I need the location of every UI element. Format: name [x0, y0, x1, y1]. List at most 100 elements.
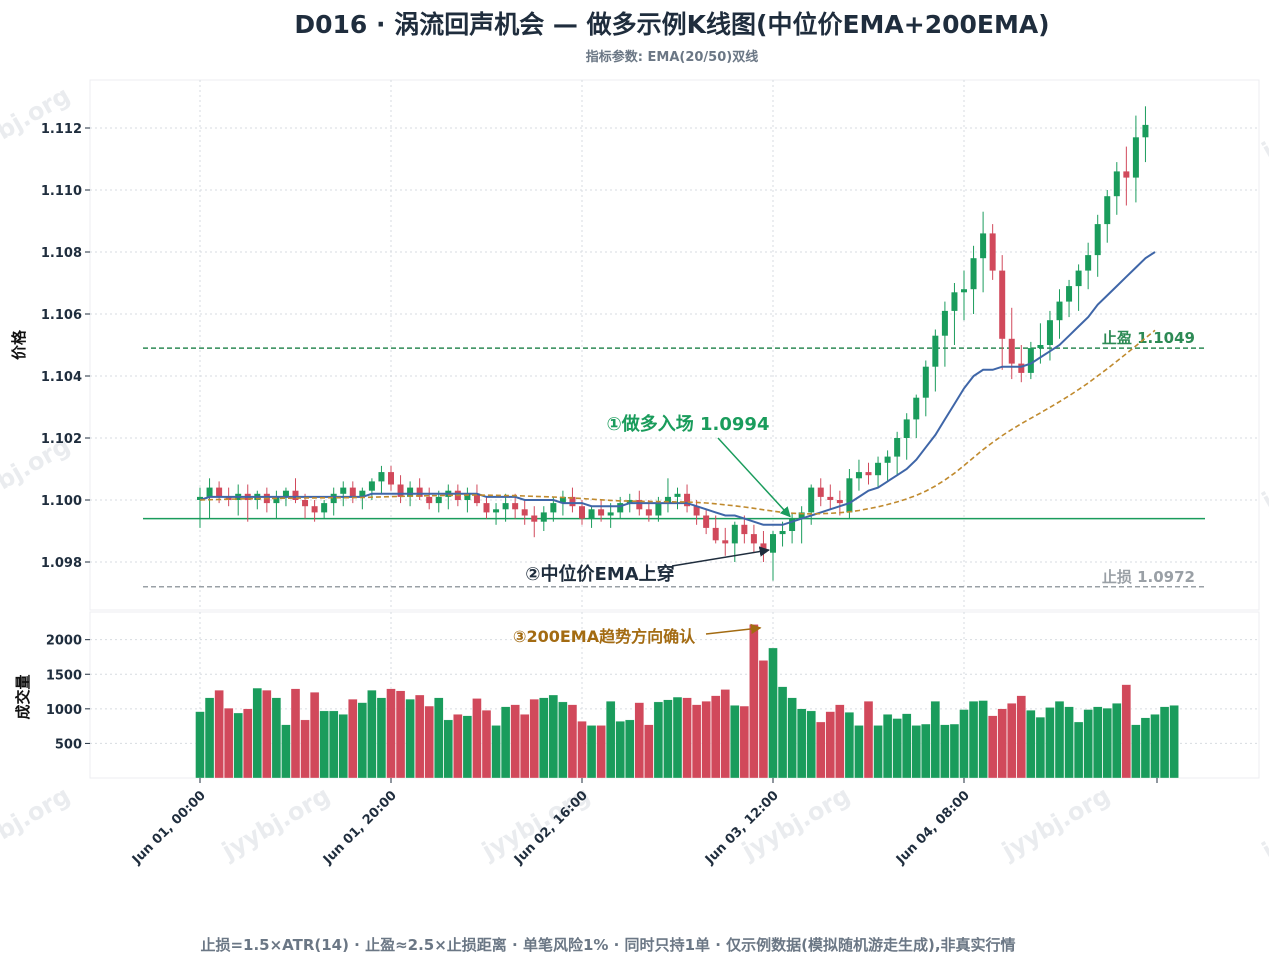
volume-bar — [224, 707, 234, 779]
candle-body — [684, 493, 691, 507]
candle-body — [1113, 171, 1120, 197]
volume-bar — [959, 709, 969, 779]
volume-bar — [300, 719, 310, 779]
volume-bar — [472, 698, 482, 779]
volume-bar — [711, 695, 721, 779]
candle-body — [435, 496, 442, 504]
volume-bar — [395, 690, 406, 779]
volume-bar — [930, 701, 940, 779]
volume-bar — [1054, 701, 1065, 779]
candle-body — [559, 496, 566, 504]
volume-bar — [481, 710, 492, 779]
volume-bar — [453, 714, 463, 779]
watermark-text: jyybj.org — [1256, 781, 1269, 866]
annotation-cross: ②中位价EMA上穿 — [525, 563, 674, 585]
volume-bar — [1169, 705, 1179, 779]
volume-bar — [548, 694, 558, 779]
candle-body — [922, 366, 929, 398]
volume-bar — [863, 701, 874, 779]
volume-bar — [558, 701, 568, 779]
volume-bar — [653, 701, 664, 779]
price-tick-label: 1.110 — [41, 184, 82, 199]
volume-bar — [252, 687, 262, 779]
volume-bar — [1016, 695, 1026, 779]
volume-bar — [319, 710, 329, 779]
volume-bar — [539, 697, 549, 779]
volume-bar — [386, 688, 396, 779]
candle-body — [750, 534, 757, 544]
volume-bar — [1035, 716, 1046, 779]
candle-body — [1075, 270, 1082, 287]
volume-bar — [529, 699, 539, 779]
candle-body — [645, 509, 652, 516]
candle-body — [388, 472, 394, 485]
candle-body — [617, 503, 624, 513]
volume-bar — [625, 719, 635, 779]
volume-tick-label: 2000 — [46, 634, 82, 649]
volume-bar — [424, 705, 434, 779]
volume-bar — [348, 699, 358, 779]
candle-body — [302, 500, 309, 507]
level-label-stop_loss: 止损 1.0972 — [1102, 568, 1195, 586]
candle-body — [321, 503, 328, 513]
volume-bar — [281, 724, 291, 779]
volume-bar — [1026, 710, 1036, 779]
volume-bar — [777, 686, 788, 779]
candle-body — [330, 493, 337, 504]
volume-bar — [415, 694, 425, 779]
volume-bar — [1121, 684, 1131, 779]
volume-bar — [233, 712, 243, 779]
volume-bar — [739, 705, 749, 779]
candle-body — [951, 292, 958, 311]
candle-body — [731, 524, 738, 544]
chart-title: D016 · 涡流回声机会 — 做多示例K线图(中位价EMA+200EMA) — [294, 10, 1049, 39]
volume-bar — [1083, 709, 1093, 779]
candle-body — [779, 531, 786, 535]
volume-bar — [577, 721, 587, 779]
x-tick-label: Jun 04, 08:00 — [893, 788, 973, 868]
candle-body — [636, 500, 643, 510]
candle-body — [579, 506, 585, 519]
candle-body — [340, 487, 347, 494]
price-tick-label: 1.108 — [41, 246, 82, 261]
volume-bar — [835, 704, 845, 779]
annotation-entry-arrow — [717, 437, 791, 518]
volume-bar — [921, 723, 931, 779]
volume-bar — [892, 718, 902, 779]
volume-bar — [329, 710, 339, 779]
annotation-trend-arrow — [705, 623, 762, 635]
volume-bar — [1045, 707, 1055, 779]
candle-body — [1142, 124, 1149, 138]
volume-bar — [825, 711, 835, 779]
candle-body — [999, 270, 1006, 339]
candle-body — [674, 493, 681, 497]
volume-bar — [1159, 706, 1170, 779]
price-tick-label: 1.106 — [41, 308, 82, 323]
volume-bar — [873, 725, 883, 779]
level-label-take_profit: 止盈 1.1049 — [1102, 329, 1195, 347]
candle-body — [836, 500, 843, 504]
candle-body — [1027, 348, 1034, 373]
candle-body — [282, 490, 289, 497]
volume-bar — [997, 708, 1007, 779]
candle-body — [798, 512, 805, 519]
candle-body — [903, 419, 910, 438]
volume-bar — [663, 699, 673, 779]
watermark-text: jyybj.org — [0, 781, 75, 866]
candle-body — [741, 524, 748, 535]
volume-bar — [854, 725, 864, 779]
candle-body — [1037, 345, 1044, 349]
candle-body — [311, 506, 318, 513]
volume-bar — [806, 710, 816, 779]
candle-body — [1123, 171, 1130, 178]
volume-panel: 500 1000 1500 2000 ③200EMA趋势方向确认 — [46, 611, 1260, 779]
annotations: ①做多入场 1.0994 ②中位价EMA上穿 — [525, 413, 791, 585]
candle-body — [865, 472, 872, 476]
annotation-trend: ③200EMA趋势方向确认 — [513, 627, 696, 646]
candle-body — [808, 487, 815, 513]
price-panel: 1.098 1.100 1.102 1.104 1.106 1.108 1.110 1.112… — [41, 79, 1260, 611]
candle-body — [970, 258, 977, 290]
candle-body — [1094, 224, 1101, 256]
watermark-text: jyybj.org — [216, 781, 334, 866]
